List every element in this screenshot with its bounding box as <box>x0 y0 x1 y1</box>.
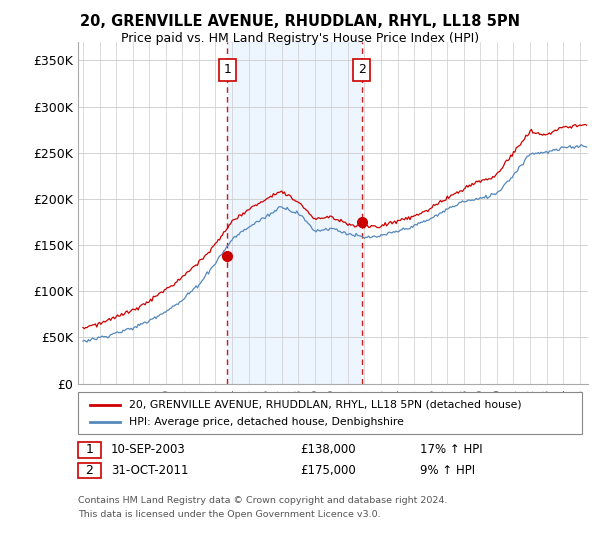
20, GRENVILLE AVENUE, RHUDDLAN, RHYL, LL18 5PN (detached house) <box>81 325 88 332</box>
Line: 20, GRENVILLE AVENUE, RHUDDLAN, RHYL, LL18 5PN (detached house): 20, GRENVILLE AVENUE, RHUDDLAN, RHYL, LL… <box>83 124 587 329</box>
20, GRENVILLE AVENUE, RHUDDLAN, RHYL, LL18 5PN (detached house) <box>426 206 433 213</box>
20, GRENVILLE AVENUE, RHUDDLAN, RHYL, LL18 5PN (detached house) <box>353 223 360 230</box>
20, GRENVILLE AVENUE, RHUDDLAN, RHYL, LL18 5PN (detached house) <box>166 283 173 290</box>
Text: 20, GRENVILLE AVENUE, RHUDDLAN, RHYL, LL18 5PN: 20, GRENVILLE AVENUE, RHUDDLAN, RHYL, LL… <box>80 14 520 29</box>
Text: Contains HM Land Registry data © Crown copyright and database right 2024.: Contains HM Land Registry data © Crown c… <box>78 496 448 505</box>
HPI: Average price, detached house, Denbighshire: (2e+03, 4.61e+04): Average price, detached house, Denbighsh… <box>79 338 86 344</box>
Text: 9% ↑ HPI: 9% ↑ HPI <box>420 464 475 477</box>
20, GRENVILLE AVENUE, RHUDDLAN, RHYL, LL18 5PN (detached house) <box>130 306 137 313</box>
20, GRENVILLE AVENUE, RHUDDLAN, RHYL, LL18 5PN (detached house) <box>454 189 461 195</box>
Text: 10-SEP-2003: 10-SEP-2003 <box>111 443 186 456</box>
HPI: Average price, detached house, Denbighshire: (2e+03, 4.5e+04): Average price, detached house, Denbighsh… <box>83 339 91 346</box>
Text: £138,000: £138,000 <box>300 443 356 456</box>
Text: 17% ↑ HPI: 17% ↑ HPI <box>420 443 482 456</box>
Text: 2: 2 <box>85 464 94 477</box>
Text: 1: 1 <box>85 443 94 456</box>
HPI: Average price, detached house, Denbighshire: (2e+03, 6.08e+04): Average price, detached house, Denbighsh… <box>130 324 137 331</box>
20, GRENVILLE AVENUE, RHUDDLAN, RHYL, LL18 5PN (detached house) <box>583 122 590 129</box>
20, GRENVILLE AVENUE, RHUDDLAN, RHYL, LL18 5PN (detached house) <box>79 324 86 331</box>
HPI: Average price, detached house, Denbighshire: (2e+03, 8.12e+04): Average price, detached house, Denbighsh… <box>166 305 173 312</box>
20, GRENVILLE AVENUE, RHUDDLAN, RHYL, LL18 5PN (detached house) <box>184 268 191 275</box>
HPI: Average price, detached house, Denbighshire: (2.03e+03, 2.59e+05): Average price, detached house, Denbighsh… <box>578 141 585 148</box>
HPI: Average price, detached house, Denbighshire: (2.01e+03, 1.63e+05): Average price, detached house, Denbighsh… <box>353 230 360 237</box>
Text: Price paid vs. HM Land Registry's House Price Index (HPI): Price paid vs. HM Land Registry's House … <box>121 32 479 45</box>
Line: HPI: Average price, detached house, Denbighshire: HPI: Average price, detached house, Denb… <box>83 144 587 342</box>
Text: HPI: Average price, detached house, Denbighshire: HPI: Average price, detached house, Denb… <box>129 417 404 427</box>
Text: 20, GRENVILLE AVENUE, RHUDDLAN, RHYL, LL18 5PN (detached house): 20, GRENVILLE AVENUE, RHUDDLAN, RHYL, LL… <box>129 400 521 409</box>
Text: This data is licensed under the Open Government Licence v3.0.: This data is licensed under the Open Gov… <box>78 510 380 519</box>
HPI: Average price, detached house, Denbighshire: (2.03e+03, 2.56e+05): Average price, detached house, Denbighsh… <box>583 144 590 151</box>
HPI: Average price, detached house, Denbighshire: (2.02e+03, 1.93e+05): Average price, detached house, Denbighsh… <box>454 202 461 209</box>
Text: £175,000: £175,000 <box>300 464 356 477</box>
Text: 2: 2 <box>358 63 365 76</box>
Text: 31-OCT-2011: 31-OCT-2011 <box>111 464 188 477</box>
Text: 1: 1 <box>223 63 231 76</box>
HPI: Average price, detached house, Denbighshire: (2e+03, 9.82e+04): Average price, detached house, Denbighsh… <box>184 290 191 296</box>
20, GRENVILLE AVENUE, RHUDDLAN, RHYL, LL18 5PN (detached house) <box>581 121 589 128</box>
HPI: Average price, detached house, Denbighshire: (2.02e+03, 1.78e+05): Average price, detached house, Denbighsh… <box>426 216 433 223</box>
